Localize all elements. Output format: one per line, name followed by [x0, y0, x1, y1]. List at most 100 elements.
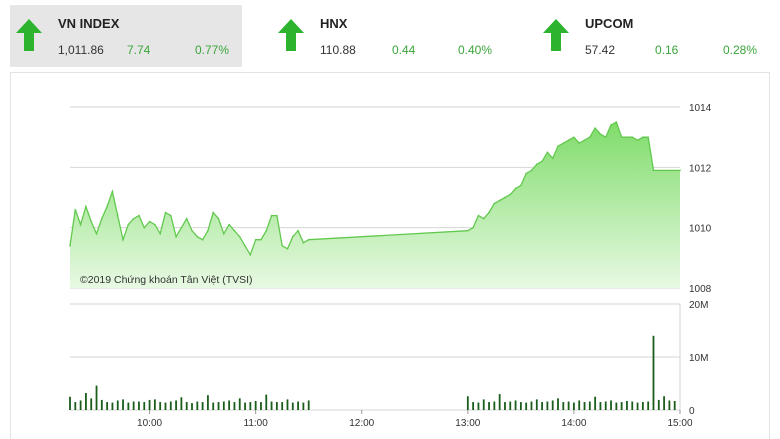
index-change: 7.74: [127, 43, 151, 57]
volume-bar: [69, 396, 71, 410]
price-point: [307, 238, 310, 241]
price-point: [573, 136, 575, 138]
price-area: [70, 122, 680, 288]
price-point: [249, 254, 252, 256]
volume-bar: [260, 402, 262, 410]
volume-bar: [472, 402, 475, 410]
price-y-tick-label: 1014: [689, 103, 712, 114]
volume-bar: [466, 396, 469, 410]
volume-bar: [164, 402, 167, 410]
price-point: [228, 223, 230, 226]
volume-bar: [159, 402, 162, 410]
volume-bar: [148, 399, 151, 410]
volume-bar: [196, 401, 199, 410]
price-point: [132, 217, 135, 220]
index-percent: 0.28%: [723, 43, 758, 57]
volume-bar: [668, 400, 671, 410]
price-point: [472, 226, 474, 229]
price-point: [169, 214, 172, 217]
price-point: [679, 169, 681, 172]
price-point: [191, 229, 193, 232]
index-percent: 0.40%: [458, 43, 493, 57]
price-point: [504, 196, 506, 199]
tab-vn-index[interactable]: VN INDEX 1,011.86 7.74 0.77%: [10, 5, 242, 67]
index-percent: 0.77%: [195, 43, 230, 57]
volume-bar: [100, 399, 103, 410]
price-point: [610, 124, 612, 126]
price-point: [101, 217, 103, 220]
volume-bar: [132, 401, 135, 410]
volume-bar: [143, 402, 146, 410]
volume-bar: [222, 401, 225, 410]
volume-bar: [525, 402, 528, 410]
price-point: [111, 190, 114, 193]
volume-bar: [244, 402, 246, 410]
volume-bar: [185, 402, 188, 410]
volume-bar: [652, 335, 655, 410]
volume-bar: [657, 399, 660, 410]
volume-bar: [594, 396, 597, 410]
volume-bar: [578, 400, 581, 410]
index-value: 57.42: [585, 43, 616, 57]
price-point: [69, 244, 71, 247]
volume-bar: [610, 400, 612, 410]
volume-bar: [180, 397, 183, 410]
volume-bar: [615, 402, 618, 410]
price-point: [212, 211, 215, 214]
price-point: [509, 193, 512, 196]
volume-bar: [567, 401, 570, 410]
price-point: [589, 136, 591, 138]
price-point: [159, 232, 161, 235]
volume-bar: [95, 385, 98, 410]
up-arrow-icon: [278, 19, 304, 51]
volume-bar: [207, 395, 209, 410]
price-point: [79, 223, 82, 226]
index-value: 110.88: [320, 43, 356, 57]
up-arrow-shape: [16, 19, 42, 51]
tab-hnx[interactable]: HNX 110.88 0.44 0.40%: [272, 5, 504, 67]
price-point: [647, 136, 649, 138]
volume-bar: [74, 402, 77, 410]
volume-bar: [302, 402, 305, 410]
price-point: [652, 169, 655, 172]
price-point: [207, 229, 209, 232]
price-point: [631, 136, 634, 138]
axis-ticks: 1014 1012 1010 1008 20M 10M 0 10:00 11:00 12:00 13…: [137, 103, 712, 429]
volume-bar: [122, 399, 124, 410]
volume-bar: [557, 398, 559, 410]
price-point: [265, 229, 268, 232]
volume-bar: [631, 401, 634, 410]
price-point: [498, 199, 501, 202]
price-point: [217, 217, 220, 220]
volume-y-tick-label: 10M: [689, 353, 708, 364]
price-point: [626, 136, 628, 138]
volume-bar: [562, 402, 565, 410]
volume-bar: [233, 402, 236, 410]
index-name: HNX: [320, 16, 348, 31]
price-point: [270, 214, 273, 217]
volume-bar: [620, 402, 623, 410]
tab-upcom[interactable]: UPCOM 57.42 0.16 0.28%: [537, 5, 769, 67]
copyright-text: ©2019 Chứng khoán Tân Việt (TVSI): [80, 274, 253, 286]
volume-bar: [573, 402, 575, 410]
x-tick-label: 12:00: [349, 418, 374, 429]
price-point: [148, 220, 151, 223]
price-point: [604, 136, 607, 138]
volume-y-tick-label: 0: [689, 406, 695, 417]
index-change: 0.44: [392, 43, 416, 57]
price-point: [106, 205, 108, 208]
volume-bar: [588, 401, 591, 410]
price-point: [281, 244, 283, 247]
price-point: [244, 244, 246, 247]
up-arrow-icon: [543, 19, 569, 51]
price-point: [482, 217, 485, 220]
volume-bar: [153, 399, 156, 410]
x-tick-label: 14:00: [561, 418, 586, 429]
price-point: [223, 232, 225, 235]
volume-bar-chart: [69, 303, 681, 411]
price-point: [122, 238, 124, 241]
volume-bar: [488, 402, 490, 410]
up-arrow-shape: [543, 19, 569, 51]
price-point: [254, 238, 257, 241]
